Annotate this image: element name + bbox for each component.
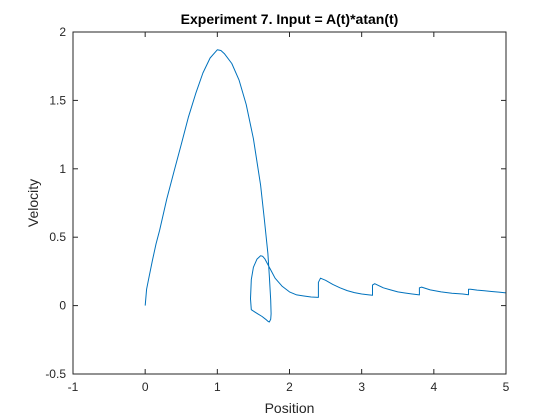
x-axis-label: Position (265, 400, 315, 416)
x-tick-label: 1 (214, 380, 221, 394)
x-tick-label: 3 (358, 380, 365, 394)
series-layer (144, 49, 507, 323)
y-tick-label: 1 (59, 162, 66, 176)
y-tick-label: 0.5 (49, 230, 66, 244)
series-line (144, 49, 507, 323)
y-tick-label: 0 (59, 299, 66, 313)
x-tick-label: 2 (286, 380, 293, 394)
chart-title: Experiment 7. Input = A(t)*atan(t) (181, 11, 399, 27)
x-tick-label: 0 (142, 380, 149, 394)
y-tick-label: -0.5 (45, 367, 66, 381)
x-tick-label: -1 (68, 380, 79, 394)
ticks-layer: -1 0 1 2 3 4 5 -0.5 0 0.5 1 1.5 2 (45, 25, 509, 394)
y-tick-label: 1.5 (49, 93, 66, 107)
x-tick-label: 4 (430, 380, 437, 394)
plot-area (73, 32, 506, 374)
x-tick-label: 5 (503, 380, 510, 394)
y-axis-label: Velocity (25, 179, 41, 227)
y-tick-label: 2 (59, 25, 66, 39)
